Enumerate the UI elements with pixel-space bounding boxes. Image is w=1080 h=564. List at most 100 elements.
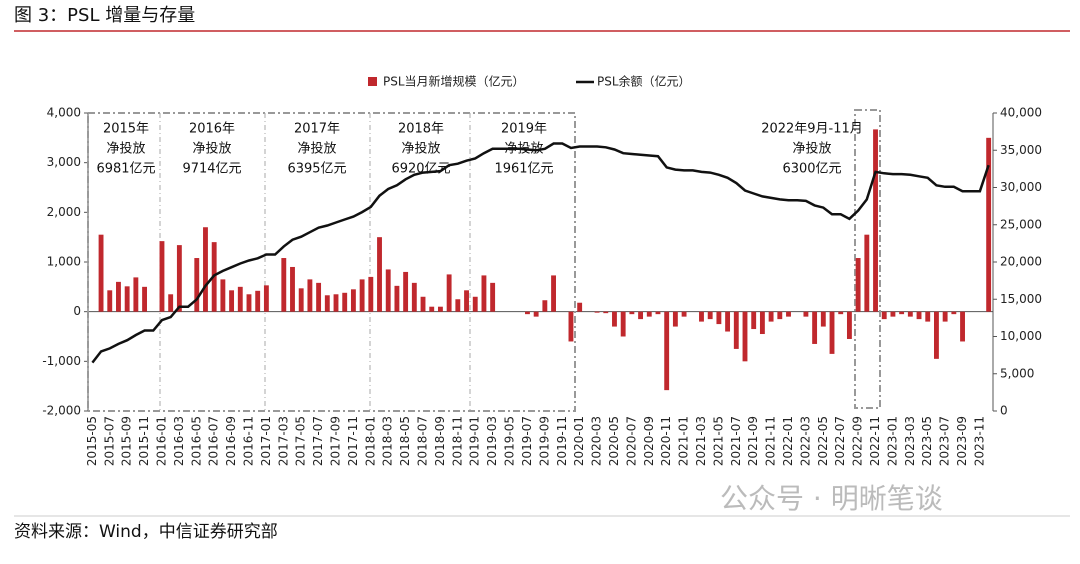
x-tick-label: 2015-11 [137, 416, 151, 466]
bar [324, 295, 330, 312]
bar [481, 275, 487, 312]
bar [568, 311, 574, 342]
bar [420, 296, 426, 312]
bar [890, 311, 896, 317]
x-tick-label: 2016-05 [189, 416, 203, 466]
x-tick-label: 2021-09 [746, 416, 760, 466]
bar [107, 290, 113, 312]
y2-tick-label: 35,000 [1000, 143, 1042, 157]
bar [385, 269, 391, 312]
x-tick-label: 2018-07 [416, 416, 430, 466]
bar [551, 275, 556, 312]
watermark: 公众号 · 明晰笔谈 [720, 482, 943, 515]
y-tick-label: -2,000 [42, 404, 81, 418]
y-tick-label: 2,000 [47, 205, 81, 219]
bar [899, 311, 905, 315]
annotation: 净投放 [792, 141, 831, 157]
bar [298, 288, 304, 312]
bar [176, 245, 182, 312]
x-tick-label: 2016-11 [241, 416, 255, 466]
bar [934, 311, 939, 359]
bar [255, 290, 261, 312]
x-tick-label: 2019-01 [468, 416, 482, 466]
bar [124, 286, 130, 312]
bar [664, 311, 670, 391]
x-tick-label: 2016-03 [172, 416, 186, 466]
annotation: 2015年 [103, 122, 149, 137]
bar [803, 311, 809, 317]
bar [342, 292, 348, 312]
bar [951, 311, 957, 315]
bar [846, 311, 852, 339]
bar [699, 311, 704, 322]
bar [733, 311, 739, 349]
annotation: 6300亿元 [782, 162, 841, 177]
bar [377, 237, 382, 312]
annotation: 6395亿元 [287, 162, 346, 177]
y-tick-label: 0 [73, 304, 81, 318]
bar [246, 294, 252, 312]
bar [655, 311, 661, 315]
bar [577, 302, 583, 312]
bar [916, 311, 922, 320]
bar [368, 276, 374, 312]
x-tick-label: 2017-01 [259, 416, 273, 466]
x-tick-label: 2015-09 [120, 416, 134, 466]
x-tick-label: 2018-05 [398, 416, 412, 466]
bar [525, 311, 530, 315]
bar [594, 311, 600, 313]
bar [159, 241, 165, 312]
bar [716, 311, 722, 325]
bar [142, 286, 147, 312]
bar [490, 282, 496, 312]
y-tick-label: 1,000 [47, 255, 81, 269]
bar [768, 311, 774, 322]
bar [203, 227, 208, 312]
bar [455, 299, 461, 312]
x-tick-label: 2020-05 [607, 416, 621, 466]
bar [464, 290, 469, 312]
y-tick-label: -1,000 [42, 354, 81, 368]
x-tick-label: 2019-11 [555, 416, 569, 466]
x-tick-label: 2023-03 [903, 416, 917, 466]
source: 资料来源：Wind，中信证券研究部 [14, 522, 278, 542]
x-tick-label: 2018-09 [433, 416, 447, 466]
x-tick-label: 2022-01 [781, 416, 795, 466]
y2-tick-label: 0 [1000, 404, 1008, 418]
bar [864, 234, 870, 312]
annotation-box [854, 109, 881, 409]
x-tick-label: 2023-05 [920, 416, 934, 466]
y2-tick-label: 30,000 [1000, 180, 1042, 194]
x-tick-label: 2020-07 [624, 416, 638, 466]
x-tick-label: 2017-07 [311, 416, 325, 466]
bar [907, 311, 913, 317]
x-tick-label: 2022-11 [868, 416, 882, 466]
annotation: 2017年 [294, 122, 340, 137]
x-tick-label: 2020-03 [590, 416, 604, 466]
bar [281, 258, 287, 312]
bar [542, 300, 548, 312]
bar [316, 282, 322, 312]
bar [742, 311, 748, 362]
bar [220, 279, 226, 312]
x-tick-label: 2016-09 [224, 416, 238, 466]
bar [533, 311, 539, 317]
annotation: 净投放 [297, 141, 336, 157]
bar [394, 285, 400, 312]
bar [359, 279, 365, 312]
x-tick-label: 2017-03 [276, 416, 290, 466]
x-tick-label: 2020-01 [572, 416, 586, 466]
y2-tick-label: 10,000 [1000, 329, 1042, 343]
x-tick-label: 2017-11 [346, 416, 360, 466]
bar [437, 306, 443, 312]
x-tick-label: 2017-05 [294, 416, 308, 466]
bar [133, 277, 139, 312]
bar [629, 311, 635, 315]
x-tick-label: 2018-11 [450, 416, 464, 466]
bar [116, 281, 121, 312]
bar [411, 282, 417, 312]
bar [620, 311, 626, 337]
annotation: 1961亿元 [494, 162, 553, 177]
x-tick-label: 2023-07 [938, 416, 952, 466]
bar [446, 274, 452, 312]
